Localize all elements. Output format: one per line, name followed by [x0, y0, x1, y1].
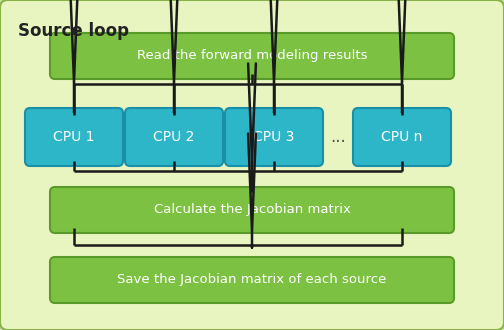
Text: Source loop: Source loop	[18, 22, 129, 40]
FancyBboxPatch shape	[50, 33, 454, 79]
FancyBboxPatch shape	[50, 257, 454, 303]
Text: Calculate the Jacobian matrix: Calculate the Jacobian matrix	[154, 204, 350, 216]
Text: CPU 3: CPU 3	[254, 130, 295, 144]
Text: ...: ...	[330, 128, 346, 146]
FancyBboxPatch shape	[25, 108, 123, 166]
Text: Read the forward modeling results: Read the forward modeling results	[137, 50, 367, 62]
Text: Save the Jacobian matrix of each source: Save the Jacobian matrix of each source	[117, 274, 387, 286]
Text: CPU 1: CPU 1	[53, 130, 95, 144]
Text: CPU n: CPU n	[382, 130, 423, 144]
Text: CPU 2: CPU 2	[153, 130, 195, 144]
FancyBboxPatch shape	[50, 187, 454, 233]
FancyBboxPatch shape	[225, 108, 323, 166]
FancyBboxPatch shape	[125, 108, 223, 166]
FancyBboxPatch shape	[353, 108, 451, 166]
